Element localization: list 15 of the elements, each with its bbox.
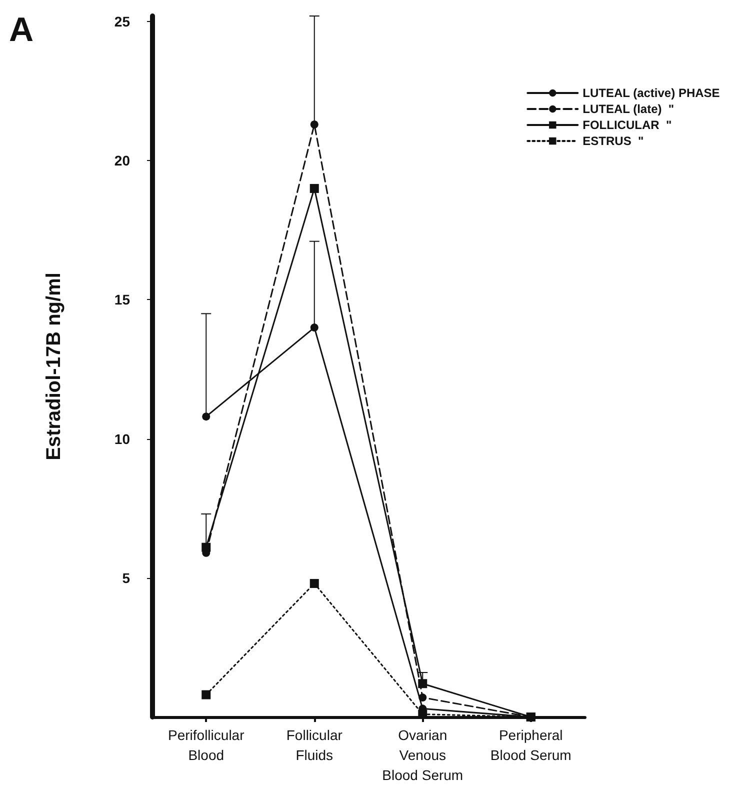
- x-tick-label: Ovarian Venous Blood Serum: [382, 727, 464, 783]
- y-tick-label: 5: [122, 570, 130, 586]
- legend-label: LUTEAL (late) ": [582, 102, 674, 116]
- y-tick-label: 20: [114, 152, 130, 169]
- legend-label: ESTRUS ": [582, 134, 644, 148]
- legend-label: FOLLICULAR ": [582, 118, 672, 132]
- chart-title: A: [9, 11, 34, 49]
- y-tick-label: 10: [114, 430, 130, 447]
- x-tick-label: Follicular Fluids: [286, 727, 343, 763]
- x-tick-label: Perifollicular Blood: [168, 727, 245, 763]
- y-axis-title: Estradiol-17B ng/ml: [43, 272, 65, 460]
- y-tick-label: 15: [114, 292, 130, 308]
- y-tick-label: 25: [114, 14, 130, 30]
- legend-label: LUTEAL (active) PHASE: [582, 86, 720, 100]
- x-tick-label: Peripheral Blood Serum: [490, 727, 572, 763]
